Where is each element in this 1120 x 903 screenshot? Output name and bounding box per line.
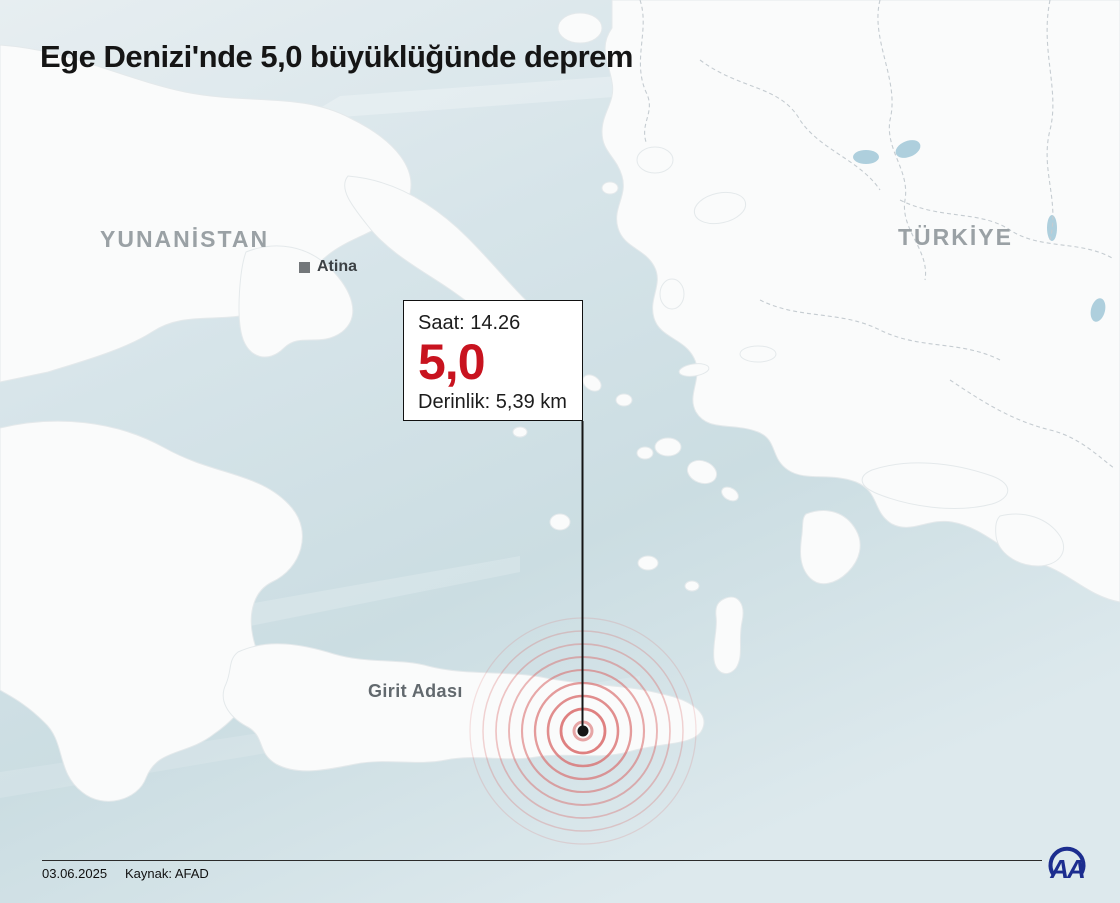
land-island — [582, 374, 602, 392]
land-island — [684, 580, 700, 592]
land-rhodes — [995, 513, 1065, 567]
land-island — [739, 345, 777, 363]
land-island — [615, 393, 633, 407]
infobox-time: Saat: 14.26 — [418, 312, 521, 334]
earthquake-infobox: Saat: 14.26 5,0 Derinlik: 5,39 km — [403, 300, 583, 421]
land-island — [636, 446, 654, 460]
land-island — [557, 12, 603, 44]
footer-divider — [42, 860, 1042, 861]
land-island — [693, 191, 747, 225]
footer-date: 03.06.2025 — [42, 866, 108, 881]
city-label-text: Atina — [317, 258, 357, 275]
aa-logo-text: AA — [1049, 854, 1084, 884]
page-title: Ege Denizi'nde 5,0 büyüklüğünde deprem — [40, 39, 633, 74]
land-island — [636, 146, 674, 174]
island-label-crete: Girit Adası — [368, 681, 463, 701]
land-turkey — [601, 0, 1120, 603]
aa-logo-circle — [1048, 846, 1086, 876]
lakes — [853, 140, 1106, 322]
land-island — [686, 459, 718, 485]
city-label-athens: Atina — [299, 258, 357, 276]
land-island — [637, 555, 659, 571]
aa-agency-logo: AA — [1048, 846, 1086, 884]
province-borders — [639, 0, 1115, 469]
infobox-magnitude: 5,0 — [418, 334, 486, 390]
country-label-greece: YUNANİSTAN — [100, 226, 270, 252]
land-island — [512, 426, 528, 438]
square-marker-icon — [299, 261, 310, 273]
land-island — [721, 486, 739, 502]
footer-source: Kaynak: AFAD — [125, 866, 209, 881]
land-datca — [861, 462, 1009, 509]
land-island — [654, 437, 682, 457]
land-island — [799, 510, 861, 585]
land-island — [549, 513, 571, 531]
country-label-turkey: TÜRKİYE — [898, 224, 1013, 250]
land-island — [659, 278, 685, 310]
land-karpathos — [713, 596, 744, 675]
epicenter-dot — [577, 725, 589, 737]
land-attica — [238, 245, 354, 358]
land-island — [601, 181, 619, 195]
infobox-depth: Derinlik: 5,39 km — [418, 391, 567, 413]
land-island — [678, 363, 710, 377]
